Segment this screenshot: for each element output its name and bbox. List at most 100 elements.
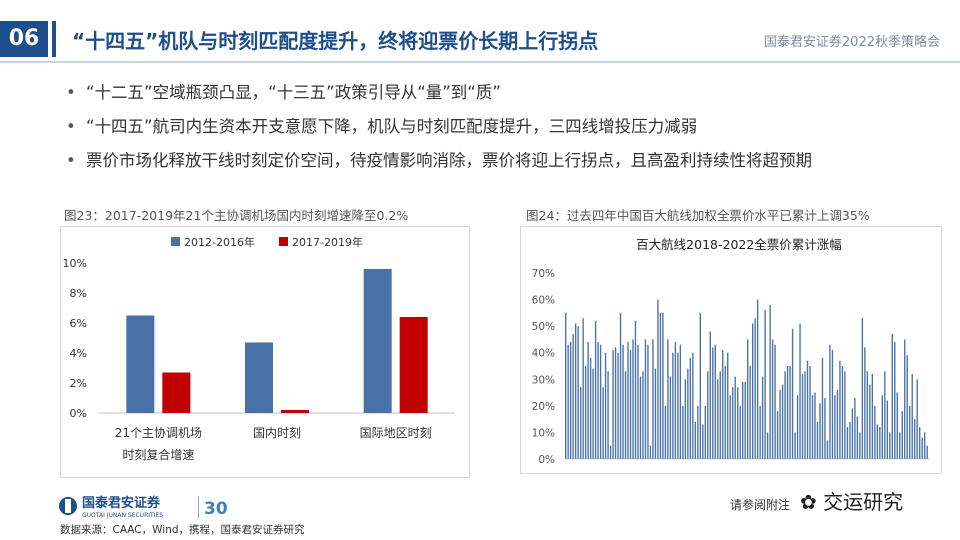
y-tick-label: 60%	[532, 295, 555, 307]
y-tick-label: 40%	[532, 348, 555, 360]
fare-bar	[906, 355, 908, 459]
fare-bar	[647, 344, 649, 459]
fare-bar	[749, 366, 751, 459]
fare-bar	[632, 339, 634, 459]
bullet-marker: •	[66, 151, 76, 170]
fare-bar	[644, 339, 647, 459]
fare-bar	[617, 352, 619, 459]
right-chart-caption: 图24：过去四年中国百大航线加权全票价水平已累计上调35%	[526, 208, 870, 223]
x-category-label: 21个主协调机场	[115, 425, 202, 440]
fare-bar	[851, 408, 854, 459]
fare-bar	[801, 373, 804, 459]
y-tick-label: 20%	[532, 401, 555, 413]
fare-bar	[689, 358, 692, 459]
right-chart-frame: 百大航线2018-2022全票价累计涨幅 0% 10% 20% 30% 40% 50% 60%…	[520, 226, 942, 474]
fare-bar	[901, 411, 903, 459]
left-chart-caption: 图23：2017-2019年21个主协调机场国内时刻增速降至0.2%	[64, 208, 409, 223]
fare-bar	[821, 358, 824, 459]
fare-bar	[759, 405, 761, 459]
bullet-text: 票价市场化释放干线时刻定价空间，待疫情影响消除，票价将迎上行拐点，且高盈利持续性…	[86, 151, 812, 170]
fare-bar	[824, 397, 826, 459]
fare-bar	[599, 344, 602, 459]
anniversary-badge: 30	[204, 499, 228, 519]
fare-bar	[652, 339, 654, 459]
fare-bar	[871, 373, 874, 459]
bar-series1	[245, 342, 273, 413]
fare-bar	[567, 344, 569, 459]
y-tick-label: 8%	[70, 287, 87, 300]
page-title: “十四五”机队与时刻匹配度提升，终将迎票价长期上行拐点	[72, 29, 599, 53]
fare-bar	[779, 389, 781, 459]
fare-bar	[682, 405, 684, 459]
fare-bar	[672, 352, 674, 459]
bar-chart-fare-increase: 百大航线2018-2022全票价累计涨幅 0% 10% 20% 30% 40% 50% 60%…	[532, 237, 929, 466]
y-tick-label: 70%	[532, 268, 555, 280]
y-tick-label: 4%	[70, 347, 87, 360]
fare-bar	[841, 366, 844, 459]
fare-bar	[809, 366, 811, 459]
y-tick-label: 10%	[532, 427, 555, 439]
bullet-text: “十二五”空域瓶颈凸显，“十三五”政策引导从“量”到“质”	[86, 83, 501, 102]
y-tick-label: 6%	[70, 317, 87, 330]
fare-bar	[587, 342, 589, 459]
fare-bar	[577, 326, 579, 459]
fare-bar	[722, 350, 724, 459]
fare-bar	[836, 389, 839, 459]
legend-label: 2012-2016年	[184, 235, 255, 249]
fare-bar	[766, 432, 769, 459]
fare-bar	[597, 342, 599, 459]
fare-bar	[747, 339, 749, 459]
bullet-text: “十四五”航司内生资本开支意愿下降，机队与时刻匹配度提升，三四线增投压力减弱	[86, 117, 698, 136]
fare-bar	[732, 387, 734, 459]
fare-bar	[771, 339, 774, 459]
logo-text-en: GUOTAI JUNAN SECURITIES	[82, 512, 163, 519]
fare-bar	[667, 339, 669, 459]
legend-swatch	[171, 237, 180, 246]
fare-bar	[754, 318, 756, 459]
fare-bar	[589, 358, 592, 459]
y-tick-label: 50%	[532, 321, 555, 333]
x-category-label: 时刻复合增速	[122, 447, 194, 462]
header-divider	[0, 61, 960, 63]
fare-bar	[879, 427, 881, 459]
fare-bar	[622, 344, 624, 459]
fare-bar	[861, 318, 864, 459]
fare-bar	[627, 342, 629, 459]
fare-bar	[677, 352, 679, 459]
fare-bar	[856, 416, 859, 459]
fare-bar	[904, 339, 906, 459]
fare-bar	[699, 312, 701, 459]
fare-bar	[831, 350, 834, 459]
fare-bar	[864, 347, 866, 459]
fare-bar	[854, 397, 856, 459]
fare-bar	[642, 371, 644, 459]
bar-series2	[162, 372, 191, 413]
fare-bar	[654, 368, 657, 459]
wechat-account-name: 交运研究	[823, 490, 904, 514]
fare-bar	[791, 328, 794, 459]
fare-bar	[826, 440, 829, 459]
fare-bar	[662, 312, 664, 459]
fare-bar	[776, 411, 779, 459]
fare-bar	[796, 395, 799, 459]
fare-bar	[674, 342, 677, 459]
bar-series2	[281, 410, 309, 413]
fare-bar	[889, 432, 891, 459]
fare-bar	[737, 387, 739, 459]
fare-bar	[602, 387, 604, 459]
fare-bar	[724, 366, 726, 459]
fare-bar	[794, 432, 796, 459]
bar-series1	[126, 315, 155, 413]
title-accent-bar	[52, 21, 56, 57]
fare-bar	[909, 405, 911, 459]
fare-bar	[697, 405, 699, 459]
legend-swatch	[279, 237, 288, 246]
fare-bar	[742, 381, 744, 459]
fare-bar	[569, 342, 572, 459]
fare-bar	[876, 424, 879, 459]
fare-bar	[614, 347, 617, 459]
fare-bar	[781, 384, 784, 459]
bullet-marker: •	[66, 83, 76, 102]
fare-bar	[834, 395, 836, 459]
